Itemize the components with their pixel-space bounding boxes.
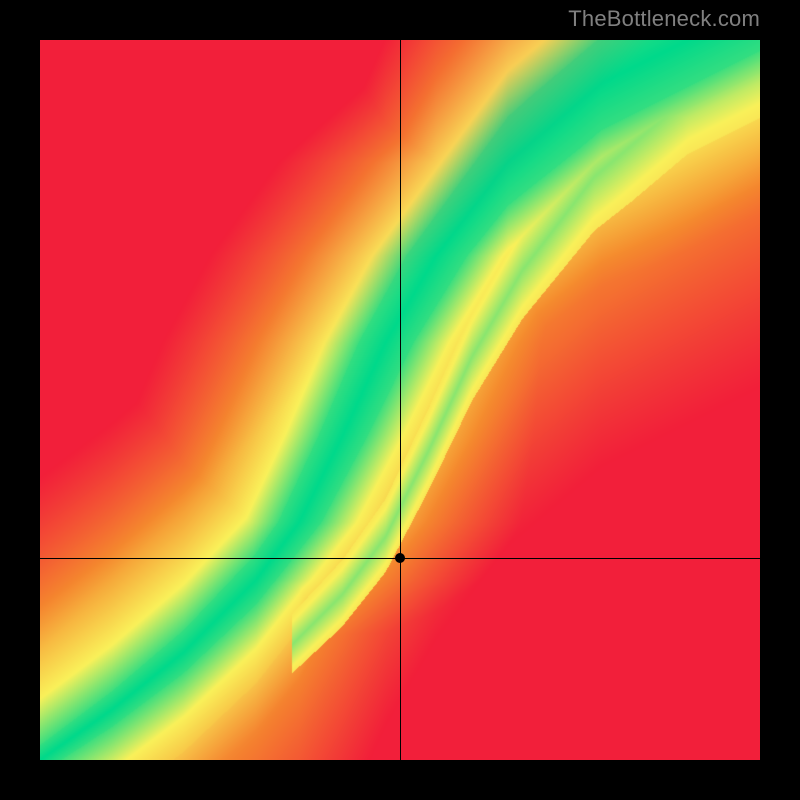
crosshair-vertical xyxy=(400,40,401,760)
marker-dot xyxy=(395,553,405,563)
watermark-text: TheBottleneck.com xyxy=(568,6,760,32)
plot-area xyxy=(40,40,760,760)
